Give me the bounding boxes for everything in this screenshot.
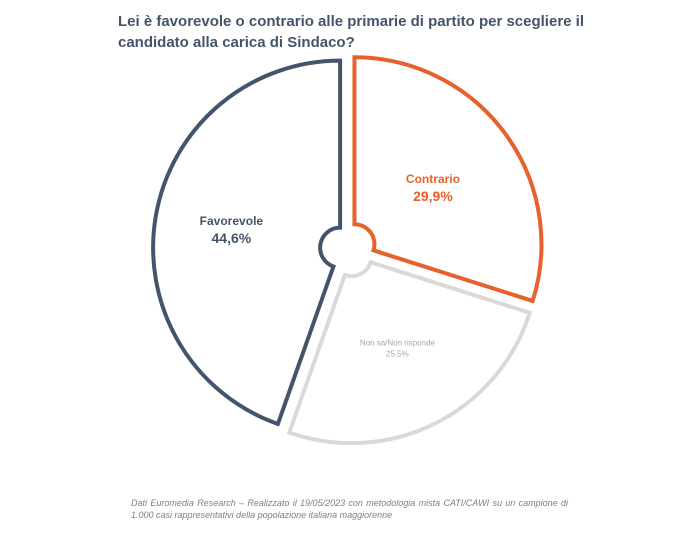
slice-value-label: 25,5% (386, 350, 409, 359)
pie-slice-favorevole (151, 58, 343, 427)
pie-slices (151, 55, 544, 446)
slice-value-label: 44,6% (212, 230, 252, 246)
pie-slice-contrario (352, 55, 544, 304)
slice-value-label: 29,9% (413, 188, 453, 204)
source-note: Dati Euromedia Research – Realizzato il … (131, 498, 568, 520)
pie-labels: Contrario 29,9% Non sa/Non risponde 25,5% Fa… (200, 172, 460, 359)
pie-slice-non-sa-non-risponde (286, 259, 533, 446)
slice-label: Non sa/Non risponde (360, 339, 436, 348)
slice-label: Favorevole (200, 214, 264, 228)
chart-title: Lei è favorevole o contrario alle primar… (118, 13, 584, 51)
slice-label: Contrario (406, 172, 460, 186)
